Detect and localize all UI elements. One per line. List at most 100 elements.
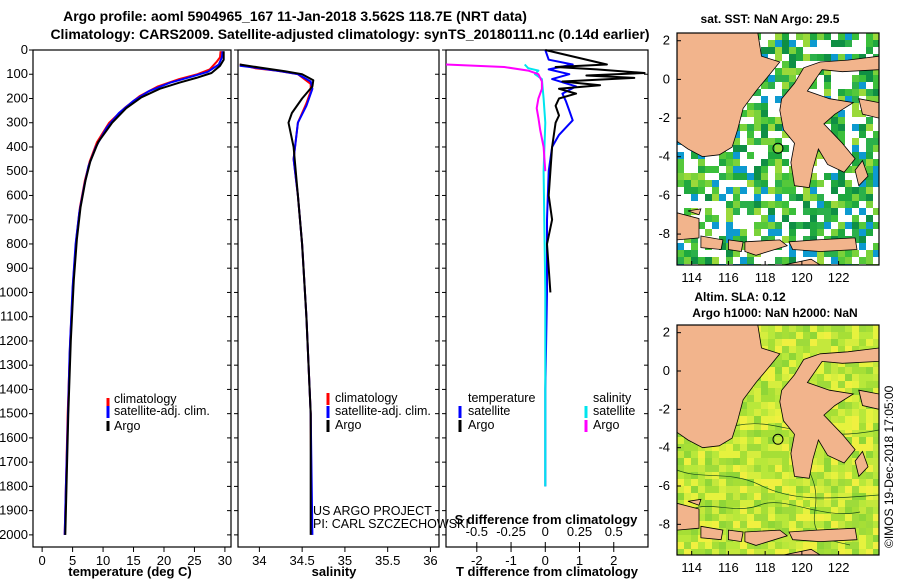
map-pixel [754,444,761,451]
map-pixel [852,507,859,514]
y-tick-label: 1500 [0,406,28,421]
map-pixel [852,222,859,229]
map-pixel [789,472,796,479]
legend-label-s-satellite: satellite [593,404,635,418]
map-pixel [677,451,684,458]
map-pixel [775,166,782,173]
map-pixel [803,332,810,339]
land-polygon [728,239,744,252]
map-pixel [838,194,845,201]
map-pixel [831,201,838,208]
map-pixel [859,236,866,243]
map-pixel [859,409,866,416]
map-pixel [775,124,782,131]
map-pixel [852,416,859,423]
map-pixel [782,145,789,152]
map-pixel [705,507,712,514]
map-pixel [712,465,719,472]
map-pixel [712,458,719,465]
map-pixel [747,152,754,159]
map-pixel [691,479,698,486]
map-pixel [775,353,782,360]
map-pixel [782,423,789,430]
map-pixel [740,486,747,493]
map-pixel [845,388,852,395]
map-pixel [782,201,789,208]
map-pixel [845,542,852,549]
map-pixel [817,458,824,465]
t-difference-xlabel: T difference from climatology [456,564,639,579]
map-pixel [740,500,747,507]
map-pixel [691,458,698,465]
map-pixel [775,437,782,444]
map-pixel [754,208,761,215]
map-pixel [733,542,740,549]
map-pixel [824,472,831,479]
map-pixel [873,388,879,395]
map-pixel [817,332,824,339]
temperature-axis: 0 5 10 15 20 25 30 [39,547,232,568]
map-pixel [859,381,866,388]
map-pixel [677,250,684,257]
map-pixel [747,103,754,110]
map-pixel [838,33,845,40]
map-pixel [803,325,810,332]
map-pixel [698,500,705,507]
sla-contour [689,502,861,514]
map-pixel [705,444,712,451]
map-pixel [873,409,879,416]
map-pixel [789,430,796,437]
map-pixel [796,507,803,514]
map-pixel [775,145,782,152]
map-pixel [866,145,873,152]
map-pixel [873,243,879,250]
map-pixel [747,402,754,409]
map-pixel [740,535,747,542]
map-pixel [768,346,775,353]
map-pixel [817,339,824,346]
map-pixel [845,89,852,96]
map-pixel [831,124,838,131]
map-pixel [761,381,768,388]
map-pixel [691,465,698,472]
map-pixel [775,339,782,346]
map-pixel [782,325,789,332]
map-pixel [677,549,684,555]
map-pixel [705,479,712,486]
map-pixel [789,222,796,229]
map-pixel [866,159,873,166]
map-pixel [796,222,803,229]
map-pixel [719,472,726,479]
map-pixel [873,40,879,47]
map-pixel [775,138,782,145]
map-pixel [775,257,782,264]
map-pixel [873,542,879,549]
lat-tick-label: -2 [658,110,670,125]
lon-tick-label: 122 [828,560,850,575]
map-pixel [845,201,852,208]
x-tick-label: 0 [39,553,46,568]
map-pixel [859,423,866,430]
map-pixel [782,353,789,360]
map-pixel [712,257,719,264]
map-pixel [866,500,873,507]
map-pixel [775,68,782,75]
lat-tick-label: -2 [658,401,670,416]
map-pixel [803,339,810,346]
map-pixel [712,194,719,201]
map-pixel [866,381,873,388]
map-pixel [831,521,838,528]
map-pixel [761,201,768,208]
map-pixel [838,124,845,131]
map-pixel [684,444,691,451]
map-pixel [789,437,796,444]
map-pixel [852,367,859,374]
project-annotation: US ARGO PROJECT [313,504,432,518]
map-pixel [866,250,873,257]
land-polygon [858,98,879,119]
map-pixel [775,360,782,367]
map-pixel [754,138,761,145]
map-pixel [845,187,852,194]
map-pixel [775,47,782,54]
map-pixel [866,68,873,75]
